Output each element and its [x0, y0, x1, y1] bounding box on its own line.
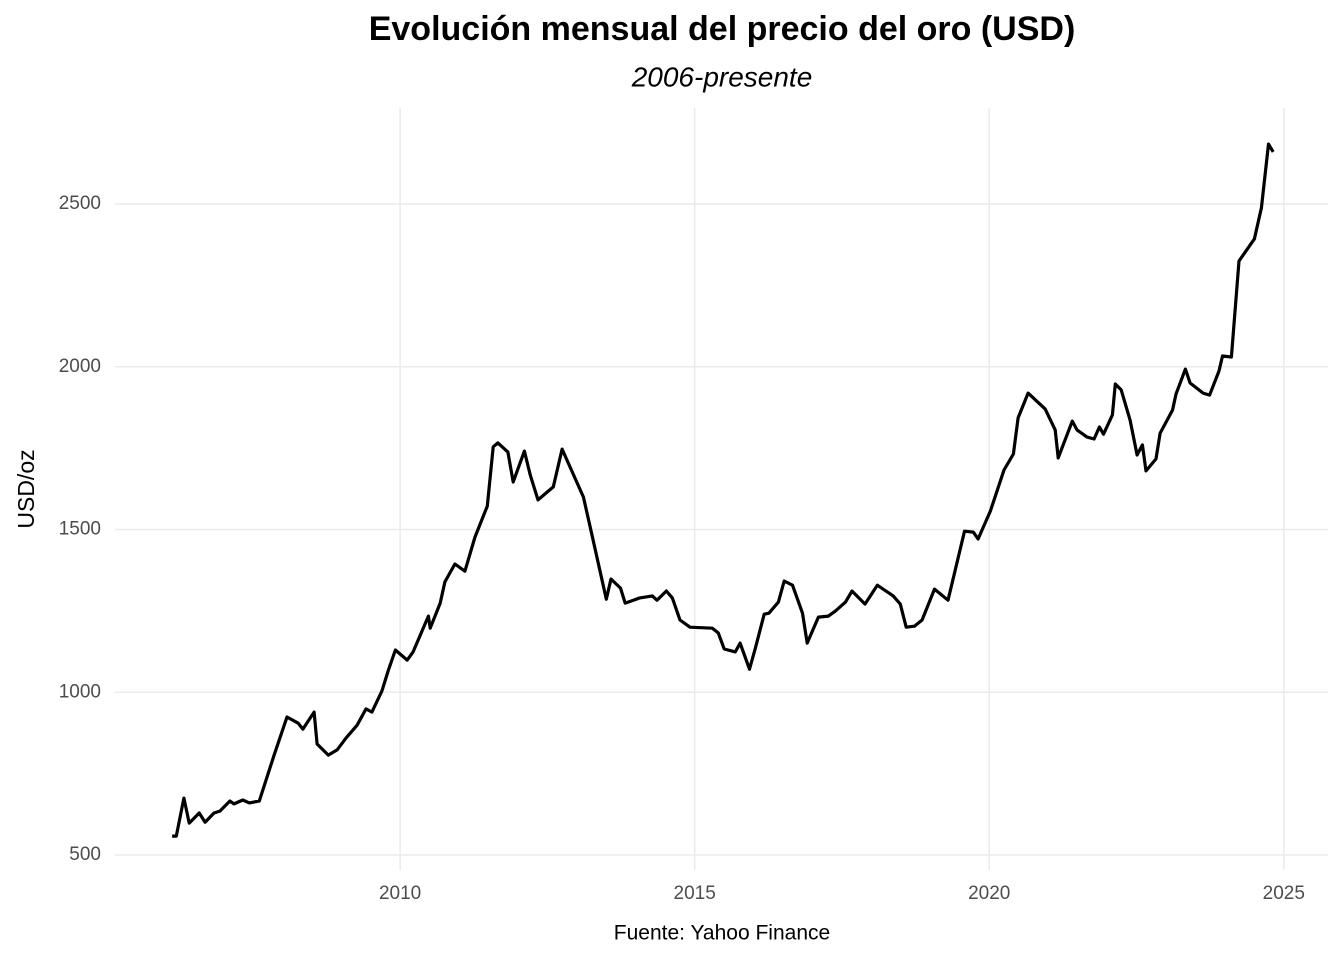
- x-tick-label: 2025: [1263, 883, 1305, 904]
- chart-subtitle: 2006-presente: [631, 61, 813, 92]
- caption: Fuente: Yahoo Finance: [614, 922, 830, 945]
- x-tick-label: 2020: [968, 883, 1010, 904]
- y-tick-label: 1500: [59, 519, 101, 540]
- y-tick-label: 2000: [59, 356, 101, 377]
- y-tick-label: 2500: [59, 193, 101, 214]
- x-tick-label: 2010: [379, 883, 421, 904]
- y-tick-label: 1000: [59, 681, 101, 702]
- x-tick-label: 2015: [674, 883, 716, 904]
- line: [172, 142, 1275, 838]
- y-axis-title: USD/oz: [13, 449, 39, 528]
- chart-title: Evolución mensual del precio del oro (US…: [369, 10, 1076, 48]
- y-tick-label: 500: [69, 844, 101, 865]
